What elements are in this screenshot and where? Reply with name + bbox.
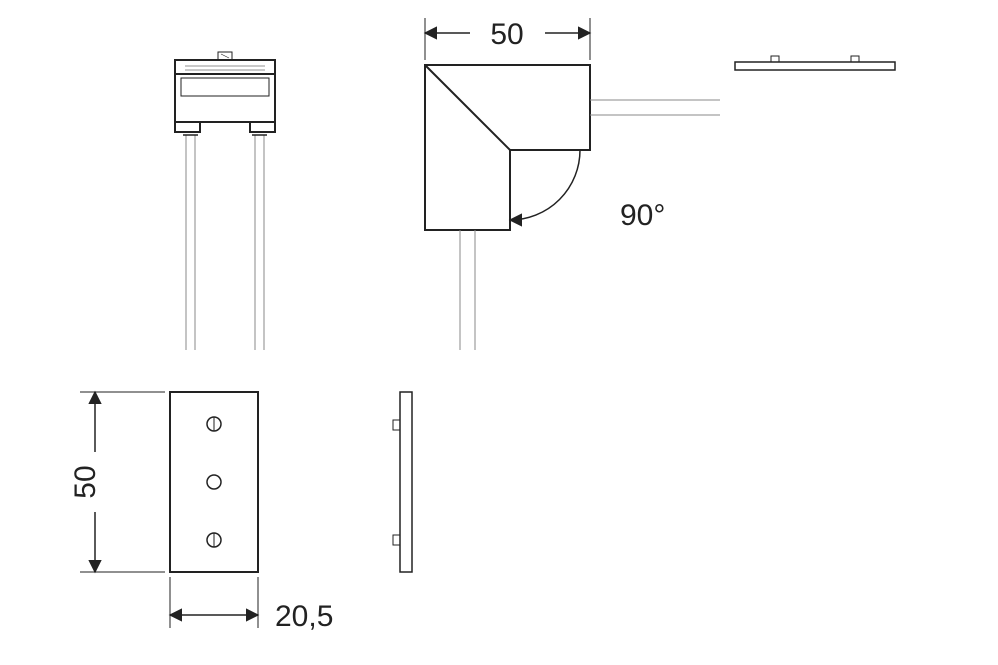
bracket-hole-top — [207, 417, 221, 431]
dim-bottom-width: 20,5 — [170, 577, 333, 633]
bracket-hole-bot — [207, 533, 221, 547]
bracket-hole-mid — [207, 475, 221, 489]
angle-label: 90° — [620, 199, 665, 232]
profile-section-view — [175, 52, 275, 350]
bracket-side-top — [735, 56, 895, 70]
technical-drawing: 50 90° — [0, 0, 998, 665]
bracket-front-view — [170, 392, 258, 572]
bracket-side-view — [393, 392, 412, 572]
dim-left-height-label: 50 — [69, 465, 102, 498]
dim-top-width: 50 — [425, 18, 590, 60]
dim-left-height: 50 — [69, 392, 165, 572]
dim-top-width-label: 50 — [490, 18, 523, 51]
dim-bottom-width-label: 20,5 — [275, 600, 333, 633]
corner-plan-view: 90° — [425, 65, 720, 350]
